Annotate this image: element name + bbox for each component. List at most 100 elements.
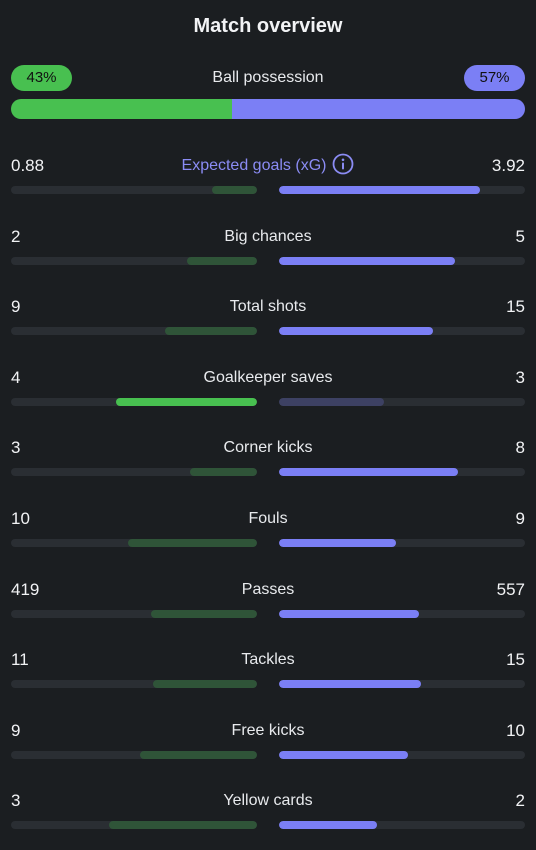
home-value: 9	[11, 297, 21, 317]
home-value: 419	[11, 579, 40, 599]
home-value: 3	[11, 791, 21, 811]
stat-label: Yellow cards	[11, 789, 525, 813]
away-stat-bar-track	[279, 397, 525, 406]
away-stat-bar-track	[279, 609, 525, 618]
stat-label: Fouls	[11, 507, 525, 531]
away-stat-bar-track	[279, 539, 525, 547]
home-stat-bar-track	[11, 750, 257, 759]
stat-label-text: Total shots	[229, 298, 307, 316]
stat-row: 11 Tackles 15	[11, 648, 525, 698]
stat-label-text: Big chances	[224, 227, 312, 245]
possession-bar-home	[11, 99, 233, 119]
stat-label: Total shots	[11, 295, 525, 319]
stat-label-text: Tackles	[241, 651, 295, 669]
stat-label: Expected goals (xG)	[11, 153, 525, 178]
home-stat-bar-track	[11, 186, 257, 194]
away-stat-bar-track	[279, 750, 525, 759]
away-stat-bar-track	[279, 680, 525, 689]
stat-row: 2 Big chances 5	[11, 225, 525, 275]
stat-label: Big chances	[11, 225, 525, 249]
stat-row: 9 Free kicks 10	[11, 719, 525, 769]
home-possession-badge: 43%	[11, 65, 72, 91]
home-stat-bar-fill	[152, 680, 257, 689]
stat-label-text: Goalkeeper saves	[203, 368, 333, 386]
home-stat-bar-track	[11, 680, 257, 689]
home-stat-bar-fill	[109, 821, 257, 830]
stat-row: 9 Total shots 15	[11, 295, 525, 345]
stat-label-text: Fouls	[248, 510, 288, 527]
home-stat-bar-fill	[151, 609, 257, 618]
home-stat-bar-track	[11, 539, 257, 547]
stat-row: 3 Corner kicks 8	[11, 436, 525, 486]
away-value: 3	[515, 367, 525, 387]
home-stat-bar-track	[11, 327, 257, 336]
away-stat-bar-fill	[279, 539, 396, 547]
stat-label-text: Expected goals (xG)	[181, 157, 327, 174]
home-stat-bar-fill	[127, 539, 257, 547]
home-value: 10	[11, 509, 30, 528]
stat-label: Corner kicks	[11, 436, 525, 460]
home-stat-bar-fill	[140, 750, 257, 759]
away-stat-bar-track	[279, 256, 525, 265]
away-stat-bar-fill	[279, 821, 378, 830]
away-stat-bar-fill	[279, 750, 409, 759]
home-stat-bar-track	[11, 256, 257, 265]
stat-row: 3 Yellow cards 2	[11, 789, 525, 839]
stat-row: 4 Goalkeeper saves 3	[11, 366, 525, 416]
home-stat-bar-track	[11, 397, 257, 406]
stat-label: Goalkeeper saves	[11, 366, 525, 390]
stat-label-text: Yellow cards	[223, 792, 313, 810]
home-stat-bar-fill	[164, 327, 257, 336]
home-stat-bar-fill	[211, 186, 257, 194]
away-stat-bar-fill	[279, 609, 420, 618]
home-stat-bar-fill	[186, 256, 257, 265]
away-stat-bar-track	[279, 327, 525, 336]
home-value: 0.88	[11, 156, 45, 175]
stat-row: 10 Fouls 9	[11, 507, 525, 557]
away-value: 3.92	[491, 156, 525, 175]
possession-bar	[11, 99, 525, 119]
away-value: 8	[515, 438, 525, 458]
away-stat-bar-fill	[279, 186, 480, 194]
away-value: 557	[496, 579, 525, 599]
possession-label: Ball possession	[212, 69, 324, 86]
away-value: 15	[506, 297, 525, 317]
stat-label-text: Passes	[241, 580, 295, 598]
home-value: 4	[11, 367, 21, 387]
away-value: 15	[506, 650, 525, 670]
possession-bar-away	[232, 99, 525, 119]
home-stat-bar-track	[11, 821, 257, 830]
home-stat-bar-track	[11, 468, 257, 477]
home-value: 2	[11, 226, 21, 246]
info-circle-icon[interactable]	[332, 153, 354, 175]
away-stat-bar-fill	[279, 256, 455, 265]
away-value: 10	[506, 720, 525, 740]
away-stat-bar-track	[279, 821, 525, 830]
panel-title: Match overview	[193, 15, 343, 37]
away-value: 9	[515, 509, 525, 528]
away-stat-bar-fill	[279, 680, 421, 689]
stat-label-text: Corner kicks	[223, 439, 313, 457]
home-value: 11	[11, 650, 29, 670]
away-possession-badge: 57%	[464, 65, 525, 91]
home-stat-bar-fill	[189, 468, 257, 477]
stat-label-text: Free kicks	[231, 721, 305, 739]
away-stat-bar-fill	[279, 468, 458, 477]
ball-possession-row: Ball possession 43% 57%	[11, 64, 525, 120]
away-stat-bar-fill	[279, 327, 433, 336]
away-value: 2	[515, 791, 525, 811]
home-stat-bar-fill	[116, 397, 257, 406]
stat-label: Free kicks	[11, 719, 525, 743]
stat-row: 419 Passes 557	[11, 578, 525, 628]
away-value: 5	[515, 226, 525, 246]
home-value: 3	[11, 438, 21, 458]
stat-label: Passes	[11, 578, 525, 602]
away-stat-bar-track	[279, 186, 525, 194]
stat-label: Tackles	[11, 648, 525, 672]
away-stat-bar-fill	[279, 397, 385, 406]
home-value: 9	[11, 720, 21, 740]
home-stat-bar-track	[11, 609, 257, 618]
stat-row: 0.88 Expected goals (xG) 3.92	[11, 153, 525, 204]
away-stat-bar-track	[279, 468, 525, 477]
